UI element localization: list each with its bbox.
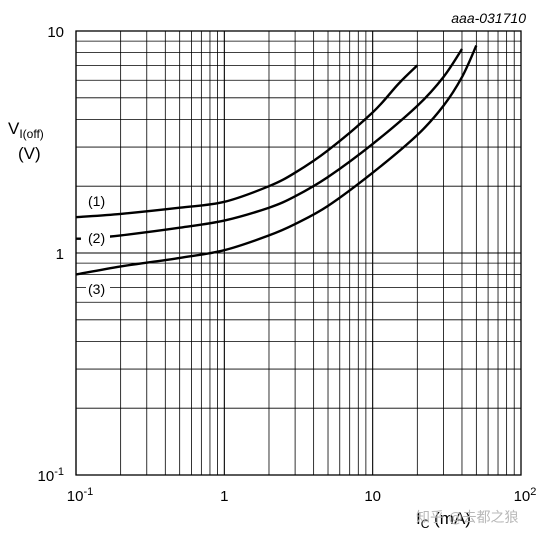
y-axis-unit: (V) — [18, 144, 41, 163]
chart-code-label: aaa-031710 — [451, 10, 526, 26]
plot-frame — [75, 30, 522, 476]
series-label-bg — [86, 281, 110, 298]
x-axis-label-main: I — [416, 509, 421, 528]
x-axis-label-unit: (mA) — [429, 509, 471, 528]
series-line-1 — [75, 64, 419, 219]
series-label-3: (3) — [88, 281, 105, 297]
series-label-bg — [86, 230, 110, 247]
y-tick-labels: 10-1 1 10 — [38, 24, 64, 485]
series-label-1: (1) — [88, 193, 105, 209]
x-tick-labels: 10-1 1 10 102 — [67, 486, 537, 505]
watermark: 知乎 @去都之狼 — [416, 509, 518, 526]
x-tick-label: 10-1 — [67, 486, 93, 505]
series-label-2: (2) — [88, 230, 105, 246]
curves: (1) (2) (3) — [75, 45, 478, 298]
series-line-3 — [75, 45, 478, 276]
y-axis-label: VI(off) — [8, 119, 44, 141]
x-axis-label-sub: C — [421, 517, 430, 531]
grid — [75, 31, 521, 476]
x-tick-label: 1 — [220, 488, 228, 505]
y-tick-label: 1 — [56, 246, 64, 263]
x-tick-label: 102 — [514, 486, 537, 505]
x-tick-label: 10 — [364, 488, 381, 505]
y-tick-label: 10 — [47, 24, 64, 41]
y-tick-label: 10-1 — [38, 466, 64, 485]
y-axis-label-sub: I(off) — [19, 127, 43, 141]
series-label-bg — [86, 193, 110, 210]
series-line-2 — [92, 48, 464, 240]
y-axis-label-main: V — [8, 119, 20, 138]
x-axis-label: IC (mA) — [416, 509, 471, 531]
